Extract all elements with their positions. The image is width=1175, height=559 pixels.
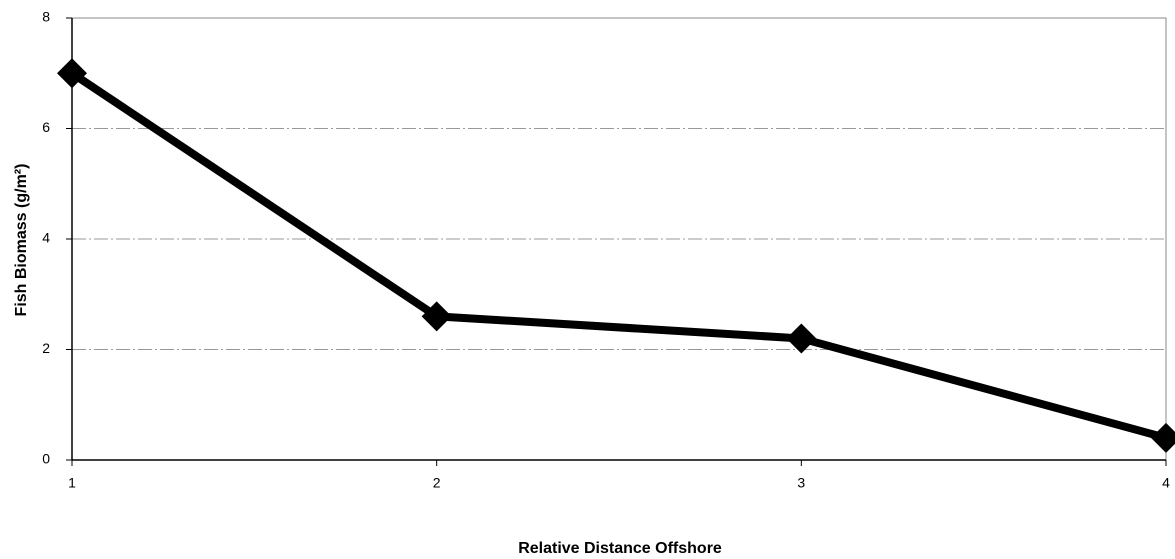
y-axis-title: Fish Biomass (g/m²)	[13, 164, 30, 317]
y-tick-label: 2	[42, 340, 50, 356]
y-tick-label: 4	[42, 230, 50, 246]
x-tick-label: 3	[797, 475, 805, 491]
data-marker	[421, 301, 452, 332]
y-tick-label: 8	[42, 9, 50, 25]
x-axis-title: Relative Distance Offshore	[518, 540, 722, 557]
x-tick-label: 1	[68, 475, 76, 491]
data-marker	[1151, 422, 1175, 453]
x-tick-label: 2	[433, 475, 441, 491]
data-marker	[786, 323, 817, 354]
y-tick-label: 0	[42, 451, 50, 467]
x-tick-label: 4	[1162, 475, 1170, 491]
data-marker	[57, 58, 87, 89]
data-line	[69, 69, 1168, 442]
y-tick-label: 6	[42, 119, 50, 135]
